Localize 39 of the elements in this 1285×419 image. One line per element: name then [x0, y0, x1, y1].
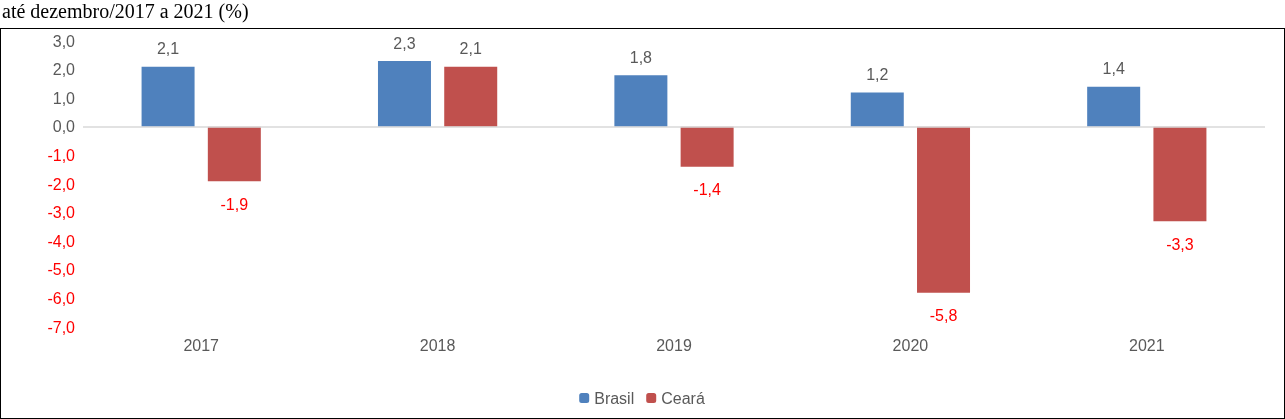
y-tick-label: 3,0 [52, 32, 76, 50]
bar [1153, 126, 1207, 222]
data-label: 2,3 [393, 34, 416, 52]
data-label: -1,9 [220, 195, 249, 213]
y-tick-label: -7,0 [47, 318, 76, 336]
data-label: 2,1 [459, 40, 482, 58]
y-tick-label: -5,0 [47, 261, 76, 279]
y-tick-label: 1,0 [52, 89, 76, 107]
x-tick-label: 2017 [183, 336, 220, 354]
bar [680, 126, 734, 167]
data-label: 1,2 [866, 65, 889, 83]
y-tick-label: 2,0 [52, 61, 76, 79]
y-tick-label: -6,0 [47, 289, 76, 307]
y-tick-label: 0,0 [52, 118, 76, 136]
data-label: -3,3 [1166, 235, 1194, 253]
data-label: -5,8 [929, 307, 958, 325]
bar [614, 75, 668, 127]
bar [377, 61, 431, 127]
bar [141, 66, 195, 127]
x-tick-label: 2020 [892, 336, 929, 354]
data-label: 1,4 [1102, 60, 1125, 78]
data-label: 1,8 [629, 48, 653, 66]
y-tick-label: -2,0 [47, 175, 76, 193]
bar [1087, 86, 1141, 127]
chart-title: até dezembro/2017 a 2021 (%) [2, 0, 249, 23]
bar [850, 92, 904, 127]
x-tick-label: 2021 [1129, 336, 1165, 354]
bar [917, 126, 971, 293]
legend-label: Brasil [594, 389, 635, 407]
data-label: -1,4 [693, 181, 722, 199]
y-tick-label: -4,0 [47, 232, 76, 250]
y-tick-label: -1,0 [47, 146, 76, 164]
bar [207, 126, 261, 182]
bar [444, 66, 498, 127]
x-tick-label: 2018 [419, 336, 456, 354]
y-tick-label: -3,0 [47, 204, 76, 222]
x-tick-label: 2019 [656, 336, 692, 354]
legend-label: Ceará [661, 389, 705, 407]
data-label: 2,1 [156, 40, 180, 58]
